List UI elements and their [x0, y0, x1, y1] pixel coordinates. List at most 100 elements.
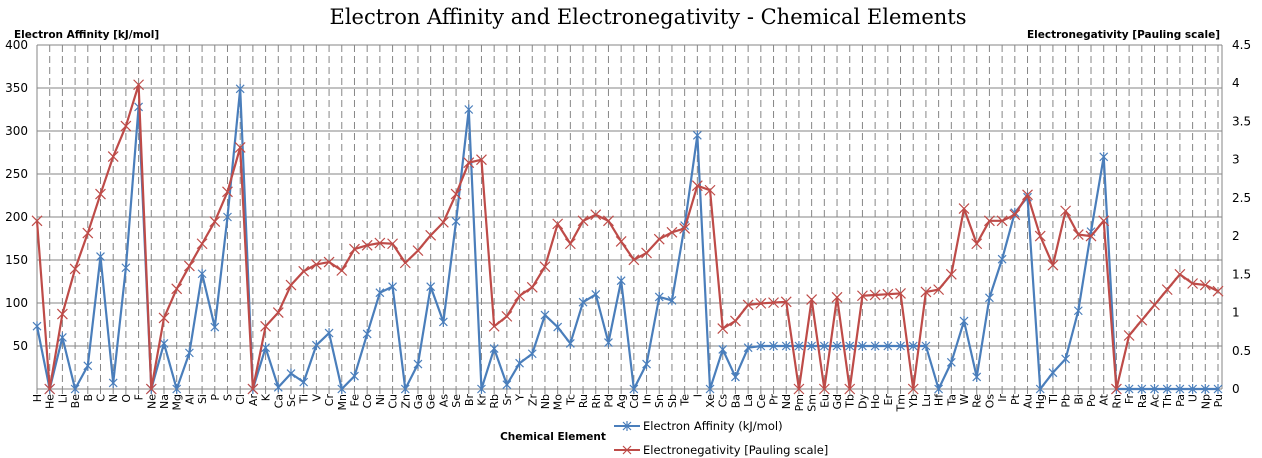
data-point	[247, 383, 259, 395]
data-point	[1098, 215, 1110, 227]
y2-tick-label: 0.5	[1232, 344, 1251, 358]
data-point	[272, 307, 284, 318]
data-point	[654, 291, 664, 302]
x-tick-label: Ti	[298, 394, 311, 404]
data-point	[171, 283, 183, 295]
data-point	[69, 263, 81, 275]
data-point	[260, 320, 272, 332]
x-tick-label: Sr	[501, 394, 514, 406]
data-point	[172, 384, 182, 394]
x-tick-label: Ce	[755, 394, 768, 409]
y2-tick-label: 3	[1232, 153, 1240, 167]
data-point	[653, 233, 665, 245]
data-point	[196, 238, 208, 250]
data-point	[31, 215, 43, 227]
data-point	[197, 268, 207, 279]
x-tick-label: Cd	[628, 394, 641, 409]
data-point	[209, 216, 221, 228]
data-point	[108, 377, 118, 388]
data-point	[349, 243, 360, 255]
x-tick-label: Yb	[907, 394, 920, 409]
x-tick-label: Ir	[996, 394, 1009, 402]
x-tick-label: Cs	[717, 394, 730, 408]
series-line	[35, 83, 1219, 391]
x-tick-label: Pd	[602, 394, 615, 408]
data-point	[603, 215, 614, 227]
x-tick-label: Fr	[1123, 394, 1136, 405]
data-point	[337, 384, 347, 394]
x-tick-label: Ni	[374, 394, 387, 405]
data-point	[1060, 205, 1072, 217]
data-point	[375, 287, 385, 298]
data-point	[1048, 367, 1058, 378]
data-point	[476, 154, 487, 166]
data-point	[1212, 285, 1224, 297]
x-tick-label: Na	[158, 394, 171, 409]
data-point	[743, 342, 753, 353]
data-point	[184, 347, 194, 358]
data-point	[591, 289, 601, 300]
data-point	[730, 315, 741, 327]
x-tick-label: Dy	[856, 394, 869, 409]
data-point	[1187, 278, 1199, 289]
data-point	[82, 227, 94, 239]
x-tick-label: Hf	[933, 393, 946, 406]
data-point	[1137, 384, 1147, 394]
x-tick-label: C	[94, 394, 107, 402]
data-point	[412, 245, 424, 257]
data-point	[515, 358, 524, 369]
data-point	[844, 383, 856, 395]
data-point	[1162, 384, 1172, 394]
x-tick-label: Sb	[666, 394, 679, 408]
x-tick-label: Be	[69, 394, 82, 409]
data-point	[882, 288, 894, 300]
x-tick-label: K	[260, 393, 273, 401]
y-tick-label: 400	[5, 38, 28, 52]
data-point	[450, 188, 462, 200]
x-tick-label: Pt	[1009, 393, 1022, 405]
y2-tick-label: 0	[1232, 382, 1240, 396]
data-point	[642, 359, 651, 370]
data-point	[120, 120, 132, 132]
y-tick-label: 250	[5, 167, 28, 181]
data-point	[1174, 268, 1186, 280]
data-point	[133, 79, 145, 91]
data-point	[565, 338, 575, 349]
data-point	[1200, 384, 1210, 394]
data-point	[1123, 330, 1135, 341]
data-point	[1199, 279, 1211, 291]
data-point	[1188, 384, 1198, 394]
data-point	[299, 377, 309, 388]
data-point	[311, 340, 321, 351]
x-tick-label: Co	[361, 394, 374, 409]
x-tick-label: Tc	[564, 394, 577, 406]
data-point	[959, 316, 969, 327]
x-tick-label: F	[133, 394, 146, 400]
data-point	[870, 341, 880, 351]
x-tick-label: N	[107, 394, 120, 402]
data-point	[731, 371, 740, 382]
data-point	[489, 343, 499, 354]
x-tick-label: Nb	[539, 394, 552, 409]
data-point	[514, 290, 525, 302]
data-point	[83, 360, 93, 371]
x-tick-label: Rn	[1110, 394, 1123, 409]
data-point	[1149, 299, 1160, 311]
data-point	[1110, 383, 1122, 395]
data-point	[832, 341, 842, 351]
x-tick-label: Ru	[577, 394, 590, 408]
x-tick-label: Ac	[1149, 394, 1162, 407]
data-point	[857, 290, 868, 302]
data-point	[158, 312, 170, 324]
data-point	[604, 337, 613, 348]
data-point	[273, 382, 283, 393]
y-tick-label: 50	[13, 339, 28, 353]
x-tick-label: Sc	[285, 394, 298, 407]
data-point	[502, 379, 512, 390]
data-point	[971, 238, 983, 250]
data-point	[286, 368, 296, 379]
data-point	[234, 142, 246, 153]
x-tick-label: Ne	[145, 394, 158, 409]
x-tick-label: Rh	[590, 394, 603, 409]
